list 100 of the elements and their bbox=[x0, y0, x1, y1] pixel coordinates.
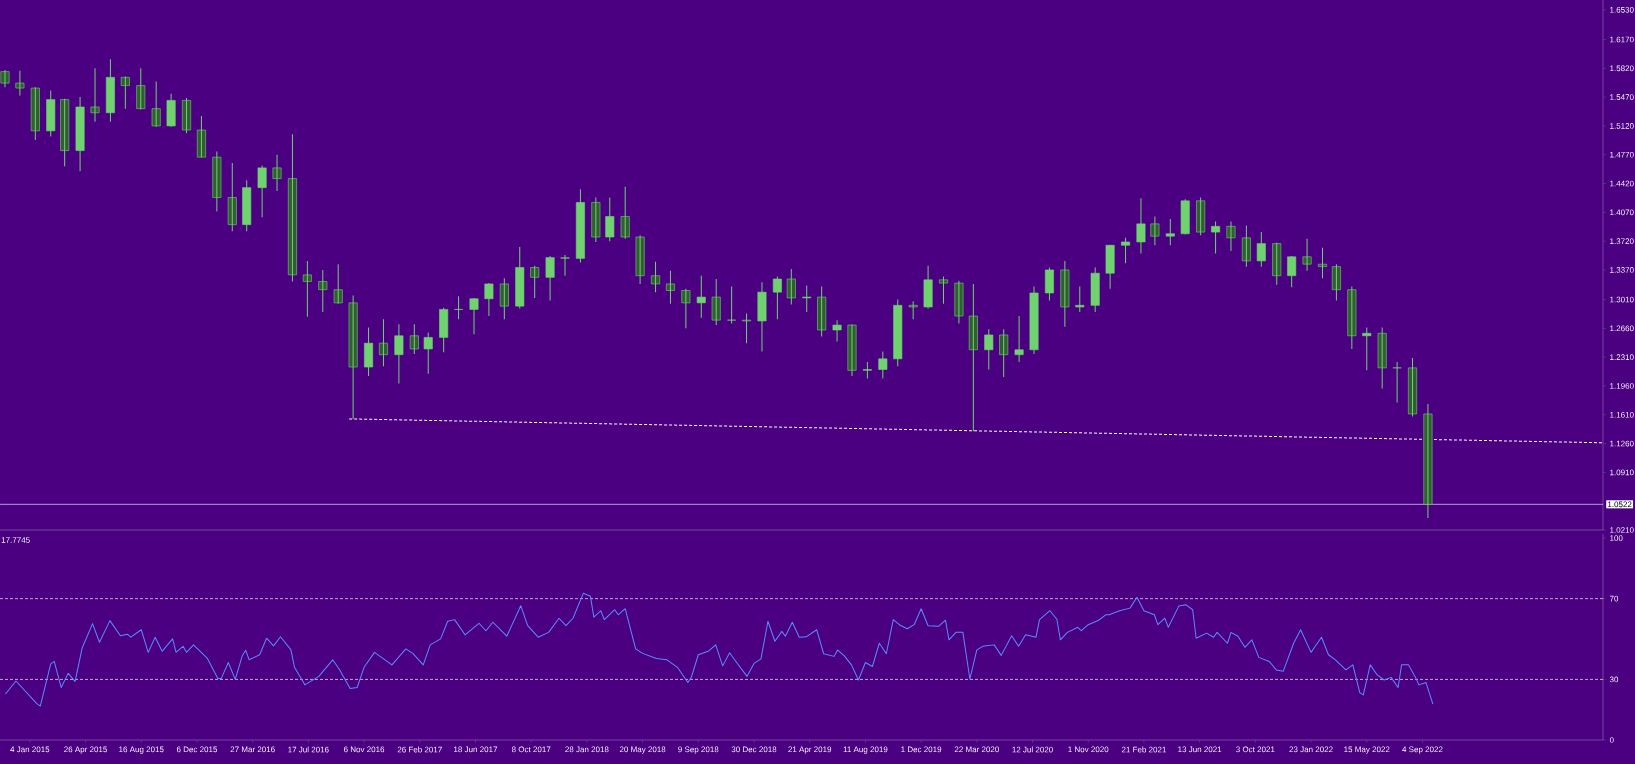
y-tick-label: 1.1960 bbox=[1610, 383, 1634, 389]
y-tick-label: 1.5120 bbox=[1610, 123, 1634, 129]
candlestick bbox=[318, 269, 328, 313]
candlestick bbox=[469, 297, 479, 335]
candlestick bbox=[15, 70, 25, 96]
candlestick bbox=[862, 361, 872, 380]
candlestick bbox=[786, 268, 796, 305]
candlestick bbox=[1136, 197, 1146, 254]
candlestick bbox=[196, 115, 206, 158]
y-tick-label: 1.4770 bbox=[1610, 151, 1634, 158]
candlestick bbox=[1029, 285, 1039, 355]
candlestick bbox=[409, 323, 419, 355]
x-tick-label: 18 Jun 2017 bbox=[454, 746, 498, 753]
candlestick bbox=[394, 323, 404, 384]
candlestick bbox=[939, 276, 948, 305]
x-tick-label: 20 May 2018 bbox=[619, 746, 666, 754]
y-tick-label: 1.5820 bbox=[1610, 65, 1634, 72]
candlestick bbox=[136, 67, 146, 110]
y-tick-label: 1.3720 bbox=[1610, 238, 1634, 244]
candlestick bbox=[605, 197, 615, 242]
y-tick-label: 1.2310 bbox=[1610, 354, 1634, 360]
candlestick bbox=[1014, 315, 1024, 363]
y-tick-label: 70 bbox=[1609, 595, 1619, 602]
candlestick bbox=[802, 285, 812, 313]
candlestick bbox=[727, 285, 737, 324]
candlestick bbox=[1272, 242, 1282, 286]
y-tick-label: 1.2660 bbox=[1610, 325, 1634, 332]
x-tick-label: 30 Dec 2018 bbox=[731, 746, 777, 753]
candlestick bbox=[499, 277, 509, 320]
candlestick bbox=[832, 319, 842, 343]
x-tick-label: 8 Oct 2017 bbox=[511, 746, 551, 753]
candlestick bbox=[923, 265, 933, 310]
candlestick bbox=[182, 97, 191, 134]
x-tick-label: 11 Aug 2019 bbox=[843, 746, 888, 754]
y-tick-label: 1.4070 bbox=[1610, 209, 1634, 216]
candlestick bbox=[665, 270, 675, 305]
candlestick bbox=[1121, 237, 1131, 264]
x-tick-label: 26 Apr 2015 bbox=[64, 746, 107, 754]
candlestick bbox=[1408, 357, 1417, 417]
y-tick-label: 1.0210 bbox=[1610, 527, 1634, 533]
candlestick bbox=[1211, 220, 1221, 254]
x-tick-label: 21 Feb 2021 bbox=[1121, 746, 1166, 753]
x-tick-label: 6 Dec 2015 bbox=[176, 746, 218, 753]
candlestick bbox=[1241, 224, 1251, 268]
candlestick bbox=[364, 327, 374, 377]
candlestick bbox=[120, 76, 130, 110]
x-tick-label: 13 Jun 2021 bbox=[1178, 746, 1222, 753]
candlestick bbox=[757, 281, 767, 352]
y-tick-label: 1.3010 bbox=[1610, 296, 1634, 303]
candlestick bbox=[999, 328, 1009, 378]
candlestick bbox=[968, 283, 978, 432]
y-tick-label: 1.5470 bbox=[1610, 94, 1634, 100]
y-tick-label: 1.1260 bbox=[1610, 440, 1634, 447]
x-tick-label: 23 Jan 2022 bbox=[1289, 746, 1333, 753]
y-tick-label: 1.6170 bbox=[1610, 36, 1634, 43]
candlestick bbox=[348, 294, 358, 420]
candlestick bbox=[1362, 327, 1372, 371]
candlestick bbox=[242, 179, 252, 232]
x-tick-label: 1 Dec 2019 bbox=[901, 746, 942, 753]
candlestick bbox=[575, 188, 585, 264]
y-tick-label: 100 bbox=[1610, 535, 1623, 541]
candlestick bbox=[257, 164, 267, 218]
candlestick bbox=[515, 246, 525, 310]
candlestick bbox=[893, 299, 903, 367]
candlestick bbox=[620, 186, 630, 240]
x-tick-label: 22 Mar 2020 bbox=[954, 746, 999, 753]
candlestick bbox=[166, 93, 176, 128]
y-tick-label: 1.0910 bbox=[1610, 469, 1634, 476]
x-tick-label: 28 Jan 2018 bbox=[565, 746, 609, 753]
y-tick-label: 30 bbox=[1609, 676, 1619, 683]
candlestick bbox=[1347, 285, 1357, 350]
ref-line-label: 1.0522 bbox=[1608, 501, 1632, 508]
x-tick-label: 17 Jul 2016 bbox=[288, 746, 329, 753]
y-tick-label: 0 bbox=[1609, 737, 1614, 743]
x-tick-label: 4 Sep 2022 bbox=[1402, 746, 1443, 754]
y-tick-label: 1.3370 bbox=[1610, 267, 1634, 273]
annotation: 17.7745 bbox=[1, 537, 30, 543]
x-tick-label: 16 Aug 2015 bbox=[119, 746, 164, 754]
candlestick bbox=[287, 133, 297, 282]
x-tick-label: 3 Oct 2021 bbox=[1236, 746, 1275, 753]
candlestick bbox=[151, 80, 161, 128]
candlestick bbox=[227, 162, 237, 232]
candlestick bbox=[0, 69, 10, 88]
candlestick bbox=[1331, 263, 1341, 301]
x-tick-label: 15 May 2022 bbox=[1344, 746, 1390, 754]
y-tick-label: 1.6530 bbox=[1610, 7, 1634, 13]
candlestick bbox=[591, 197, 601, 243]
candlestick bbox=[1196, 197, 1206, 236]
candlestick bbox=[1256, 231, 1266, 268]
candlestick bbox=[1165, 218, 1175, 246]
candlestick bbox=[46, 90, 56, 138]
candlestick bbox=[772, 276, 782, 320]
x-tick-label: 26 Feb 2017 bbox=[397, 746, 442, 753]
x-tick-label: 1 Nov 2020 bbox=[1068, 746, 1109, 753]
candlestick bbox=[847, 323, 857, 377]
y-tick-label: 1.1610 bbox=[1610, 411, 1634, 418]
candlestick bbox=[984, 328, 994, 371]
x-tick-label: 9 Sep 2018 bbox=[678, 746, 719, 754]
candlestick bbox=[1075, 285, 1085, 313]
candlestick bbox=[272, 154, 282, 192]
